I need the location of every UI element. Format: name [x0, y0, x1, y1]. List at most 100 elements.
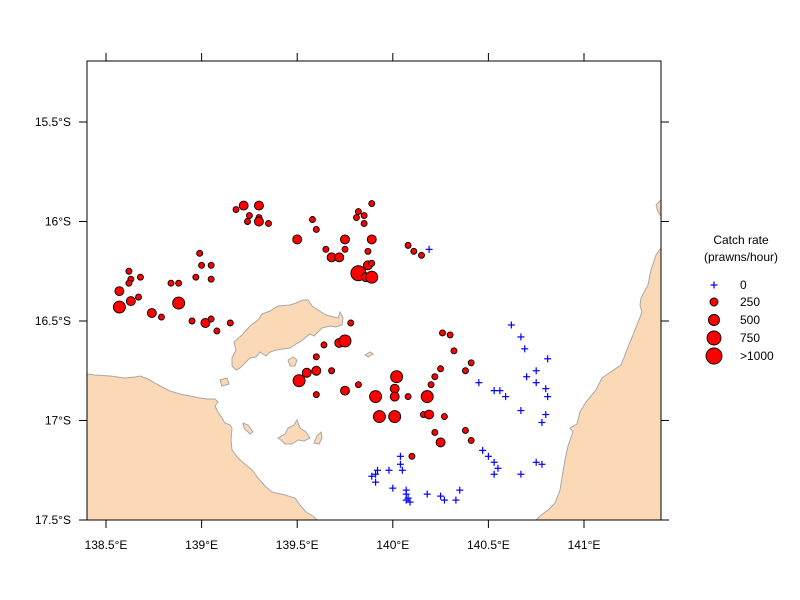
zero-catch-marker — [423, 490, 431, 498]
catch-marker — [467, 436, 475, 444]
legend-label: >1000 — [740, 349, 774, 363]
catch-marker — [135, 293, 142, 301]
catch-marker — [213, 327, 221, 335]
y-tick-label: 16°S — [45, 215, 71, 229]
zero-catch-marker — [452, 496, 460, 504]
legend-label: 250 — [740, 295, 760, 309]
x-axis-bottom: 138.5°E 139°E 139.5°E 140°E 140.5°E 141°E — [85, 520, 601, 552]
zero-catch-marker — [406, 498, 414, 506]
catch-marker — [188, 317, 196, 325]
catch-marker — [226, 319, 234, 327]
catch-marker — [244, 218, 251, 225]
legend-label: 750 — [740, 331, 760, 345]
land-islet-2 — [219, 377, 230, 387]
legend-symbol-circle — [706, 330, 722, 346]
land-east-tip — [655, 199, 661, 217]
zero-catch-marker — [517, 407, 525, 415]
legend-symbol-circle — [708, 314, 720, 326]
x-tick-label: 141°E — [568, 538, 601, 552]
catch-marker — [328, 367, 336, 375]
catch-marker — [360, 212, 368, 219]
zero-catch-marker — [532, 458, 540, 466]
zero-catch-marker — [396, 460, 404, 468]
zero-catch-marker — [440, 496, 448, 504]
catch-marker — [207, 261, 215, 269]
catch-marker — [172, 296, 186, 310]
y-tick-label: 15.5°S — [35, 115, 71, 129]
zero-catch-marker — [372, 470, 380, 478]
catch-marker — [450, 347, 458, 355]
catch-marker — [292, 234, 303, 245]
legend-title-line1: Catch rate — [713, 233, 769, 247]
legend-entries: 0 250 500 750 >1000 — [705, 278, 774, 365]
catch-marker — [366, 234, 377, 245]
zero-catch-marker — [544, 355, 552, 363]
zero-catch-marker — [523, 373, 531, 381]
zero-catch-marker — [542, 385, 550, 393]
land-islet-4 — [242, 422, 254, 435]
zero-catch-marker — [398, 466, 406, 474]
zero-catch-marker — [538, 418, 546, 426]
catch-marker — [238, 200, 249, 211]
catch-marker — [437, 365, 445, 373]
y-axis-left: 15.5°S 16°S 16.5°S 17°S 17.5°S — [35, 115, 87, 527]
x-tick-label: 138.5°E — [85, 538, 128, 552]
catch-marker — [157, 313, 165, 321]
zero-catch-marker — [502, 393, 510, 401]
catch-marker — [265, 220, 272, 227]
zero-catch-marker — [490, 470, 498, 478]
catch-marker — [125, 279, 133, 287]
zero-catch-marker — [517, 333, 525, 341]
catch-marker — [136, 273, 144, 281]
catch-marker — [200, 318, 211, 328]
land-mornington-island — [231, 299, 344, 371]
zero-catch-marker — [456, 486, 464, 494]
catch-marker — [341, 245, 349, 253]
catch-marker — [462, 427, 469, 434]
x-tick-label: 140.5°E — [467, 538, 510, 552]
catch-marker — [389, 391, 400, 402]
catch-marker — [365, 270, 379, 284]
catch-marker — [439, 329, 446, 337]
y-axis-right — [661, 121, 669, 521]
catch-marker — [462, 367, 469, 375]
catch-marker — [427, 381, 435, 389]
catch-marker — [360, 220, 368, 227]
zero-catch-marker — [544, 393, 552, 401]
catch-marker — [418, 251, 425, 259]
catch-marker — [196, 249, 204, 257]
zero-catch-marker — [389, 484, 397, 492]
catch-marker — [114, 286, 125, 297]
land-islet-1 — [287, 356, 298, 367]
catch-marker — [388, 410, 402, 423]
catch-marker — [320, 341, 328, 349]
catch-marker — [354, 208, 362, 216]
catch-marker — [408, 452, 416, 460]
catch-marker — [254, 216, 264, 227]
catch-marker — [312, 353, 320, 361]
catch-marker — [431, 373, 439, 381]
zero-catch-marker — [396, 452, 404, 460]
zero-catch-marker — [484, 452, 492, 460]
catch-marker — [175, 279, 183, 287]
x-tick-label: 139°E — [185, 538, 218, 552]
catch-marker — [312, 391, 320, 399]
zero-catch-marker — [374, 466, 382, 474]
catch-marker — [354, 381, 362, 389]
catch-marker — [440, 413, 448, 420]
catch-marker — [292, 374, 306, 388]
legend: Catch rate (prawns/hour) 0 250 500 750 >1000 — [704, 233, 778, 365]
data-points — [112, 200, 552, 506]
catch-marker — [338, 334, 352, 348]
zero-catch-marker — [437, 492, 445, 500]
catch-marker — [353, 214, 360, 221]
catch-marker — [340, 234, 350, 245]
catch-marker — [312, 226, 320, 233]
zero-catch-marker — [496, 387, 504, 395]
catch-marker — [369, 390, 383, 404]
zero-catch-marker — [490, 458, 498, 466]
legend-symbol-plus — [710, 281, 718, 289]
x-axis-top — [105, 53, 585, 61]
catch-marker — [254, 200, 264, 211]
